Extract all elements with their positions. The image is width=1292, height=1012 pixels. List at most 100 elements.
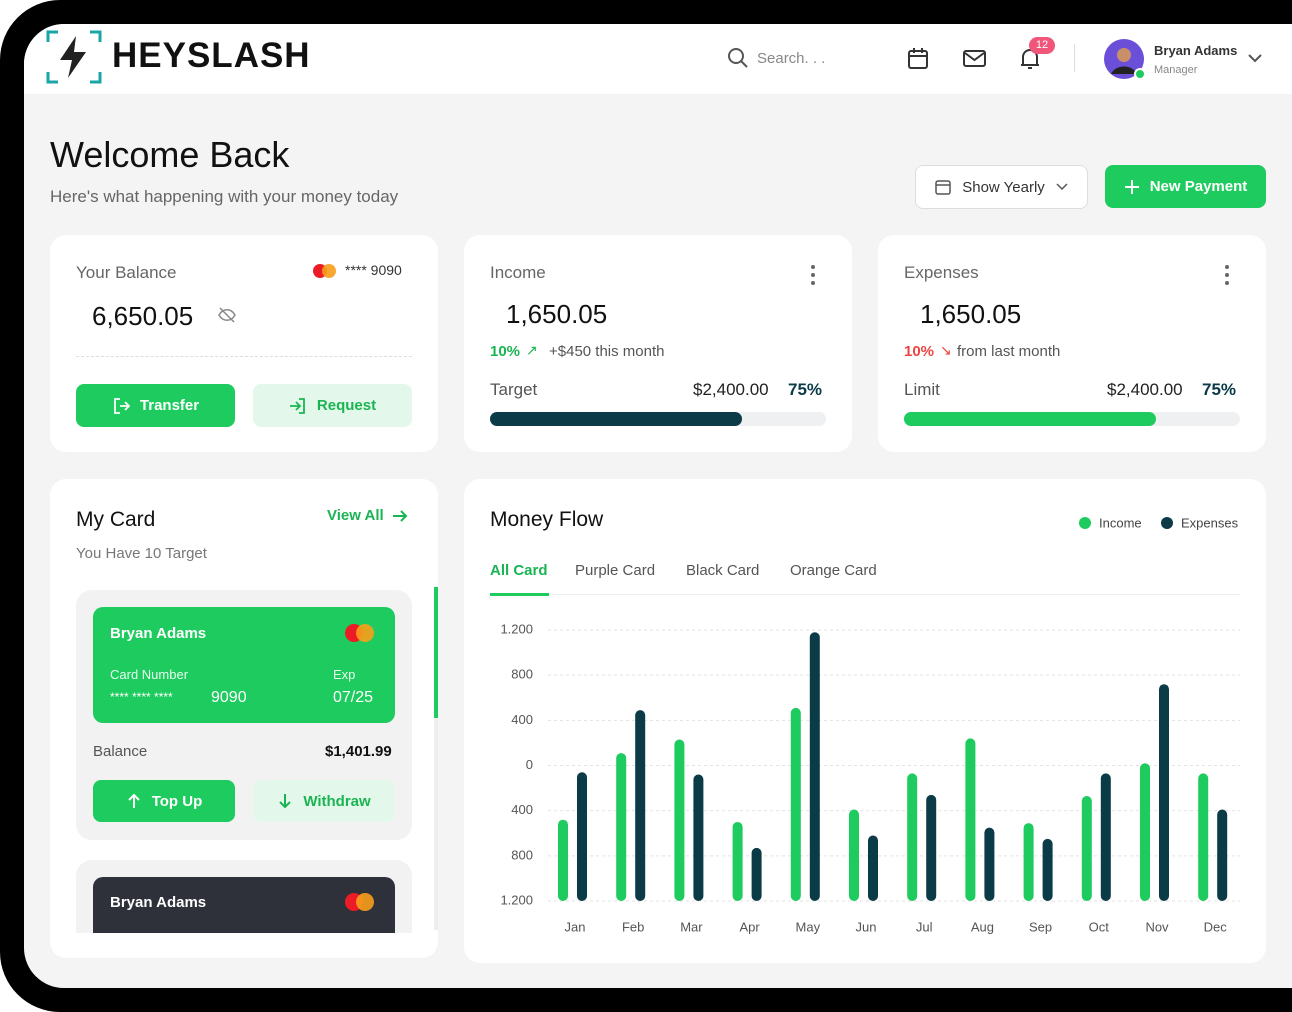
- x-tick-label: Sep: [1029, 919, 1052, 934]
- bar: [1140, 763, 1150, 901]
- menu-dot[interactable]: [1225, 273, 1229, 277]
- search-icon: [728, 48, 748, 68]
- mail-icon[interactable]: [962, 46, 988, 72]
- transfer-icon: [113, 397, 130, 414]
- user-role: Manager: [1154, 64, 1198, 76]
- chart-tab[interactable]: All Card: [490, 562, 548, 579]
- progress-fill: [904, 412, 1156, 426]
- bar: [751, 847, 762, 901]
- hide-icon[interactable]: [217, 306, 237, 324]
- top-up-label: Top Up: [151, 792, 203, 810]
- top-bar: [24, 24, 1292, 94]
- chart: 1.200 800 400 0 400 800 1.200 Jan Feb Mar Apr May Ju…: [500, 515, 1240, 934]
- my-card-title: My Card: [76, 508, 156, 531]
- filter-dropdown[interactable]: Show Yearly: [915, 165, 1088, 209]
- menu-dot[interactable]: [811, 281, 815, 285]
- user-menu-chevron[interactable]: [1247, 52, 1263, 64]
- view-all-link[interactable]: View All: [327, 507, 408, 524]
- calendar-icon: [935, 180, 951, 195]
- new-payment-button[interactable]: New Payment: [1105, 165, 1266, 208]
- credit-card[interactable]: [93, 607, 395, 723]
- x-tick-label: Jun: [856, 919, 877, 934]
- x-tick-label: Mar: [680, 919, 703, 934]
- x-tick-label: Nov: [1145, 919, 1169, 934]
- avatar[interactable]: [1103, 38, 1149, 82]
- trend-arrow: ↗: [526, 342, 538, 358]
- progress-fill: [490, 412, 742, 426]
- x-tick-label: May: [796, 919, 821, 934]
- tab-divider: [490, 594, 1240, 595]
- transfer-button[interactable]: Transfer: [76, 384, 235, 427]
- active-tab-underline: [490, 593, 549, 596]
- card-balance-label: Balance: [93, 743, 148, 760]
- x-tick-label: Oct: [1089, 919, 1110, 934]
- menu-dot[interactable]: [1225, 265, 1229, 269]
- bar: [1081, 795, 1092, 901]
- card-holder: Bryan Adams: [110, 894, 207, 911]
- bar: [674, 739, 685, 901]
- mastercard-icon: [313, 264, 336, 278]
- separator: [76, 356, 412, 357]
- page-subtitle: Here's what happening with your money to…: [50, 187, 399, 206]
- x-tick-label: Jul: [916, 919, 933, 934]
- legend-swatch: [1079, 517, 1091, 529]
- expenses-change-note: from last month: [957, 343, 1061, 360]
- menu-dot[interactable]: [1225, 281, 1229, 285]
- bar: [849, 809, 859, 901]
- request-icon: [289, 397, 305, 414]
- expenses-change: 10%: [904, 343, 935, 360]
- x-tick-label: Dec: [1204, 919, 1228, 934]
- scroll-thumb[interactable]: [434, 587, 438, 718]
- y-tick-label: 1.200: [500, 892, 533, 907]
- x-tick-label: Jan: [565, 919, 586, 934]
- request-button[interactable]: Request: [253, 384, 412, 427]
- income-label: Income: [490, 263, 546, 282]
- bar: [1159, 684, 1169, 901]
- filter-label: Show Yearly: [962, 178, 1045, 196]
- expenses-limit-label: Limit: [904, 380, 940, 399]
- y-tick-label: 800: [511, 847, 533, 862]
- bar: [868, 835, 878, 901]
- credit-card[interactable]: [93, 877, 395, 933]
- chart-title: Money Flow: [490, 508, 604, 531]
- bar: [693, 774, 704, 901]
- card-exp: 07/25: [333, 689, 374, 706]
- x-tick-label: Apr: [739, 919, 760, 934]
- chart-tab[interactable]: Black Card: [686, 562, 760, 579]
- bar: [616, 753, 627, 901]
- page-title: Welcome Back: [50, 134, 290, 175]
- expenses-progress-label: 75%: [1202, 380, 1237, 399]
- new-payment-label: New Payment: [1149, 178, 1248, 195]
- income-progress-label: 75%: [788, 380, 823, 399]
- bar: [984, 827, 995, 901]
- calendar-icon[interactable]: [906, 46, 932, 72]
- chart-tab[interactable]: Purple Card: [575, 562, 656, 579]
- bar: [926, 794, 937, 901]
- y-tick-label: 0: [526, 757, 533, 772]
- card-balance: $1,401.99: [325, 743, 392, 760]
- trend-arrow: ↘: [940, 342, 952, 358]
- scroll-track: [434, 587, 438, 930]
- withdraw-button[interactable]: Withdraw: [253, 780, 395, 822]
- top-up-button[interactable]: Top Up: [93, 780, 235, 822]
- x-tick-label: Feb: [622, 919, 644, 934]
- income-change-note: +$450 this month: [549, 343, 665, 360]
- card-exp-label: Exp: [333, 667, 356, 682]
- bar: [809, 632, 820, 901]
- up-arrow-icon: [128, 793, 140, 808]
- card-holder: Bryan Adams: [110, 625, 207, 642]
- chart-tab[interactable]: Orange Card: [790, 562, 877, 579]
- bar: [635, 710, 646, 901]
- mastercard-icon: [345, 624, 374, 642]
- menu-dot[interactable]: [811, 273, 815, 277]
- arrow-icon: [392, 509, 408, 522]
- bar: [577, 772, 587, 901]
- bar: [907, 773, 918, 901]
- search-input[interactable]: Search. . .: [757, 50, 826, 67]
- withdraw-label: Withdraw: [303, 792, 371, 810]
- bar: [732, 821, 743, 901]
- card-number-label: Card Number: [110, 667, 189, 682]
- view-all-label: View All: [327, 507, 384, 524]
- menu-dot[interactable]: [811, 265, 815, 269]
